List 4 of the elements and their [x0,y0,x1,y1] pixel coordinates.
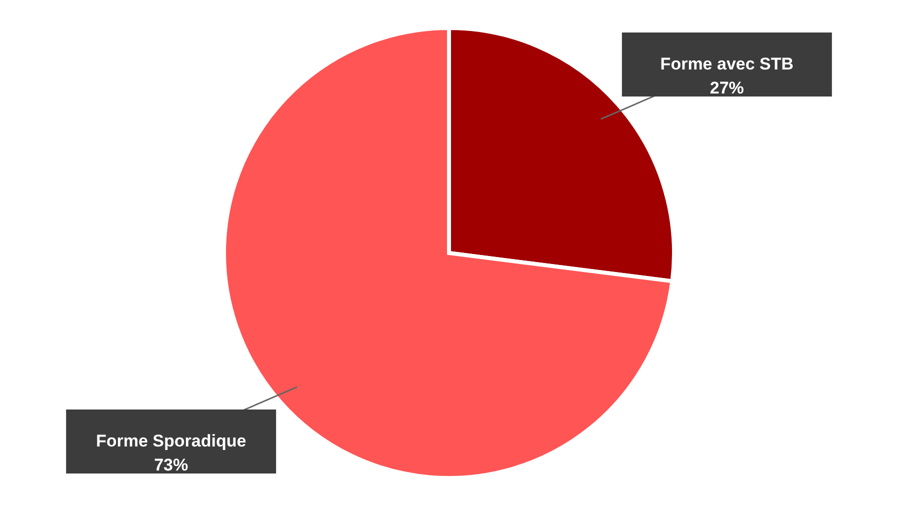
slice-label: Forme Sporadique [96,431,246,450]
data-label: 73% [154,455,188,474]
slice-label: Forme avec STB [660,54,794,74]
data-label: 27% [710,78,744,98]
